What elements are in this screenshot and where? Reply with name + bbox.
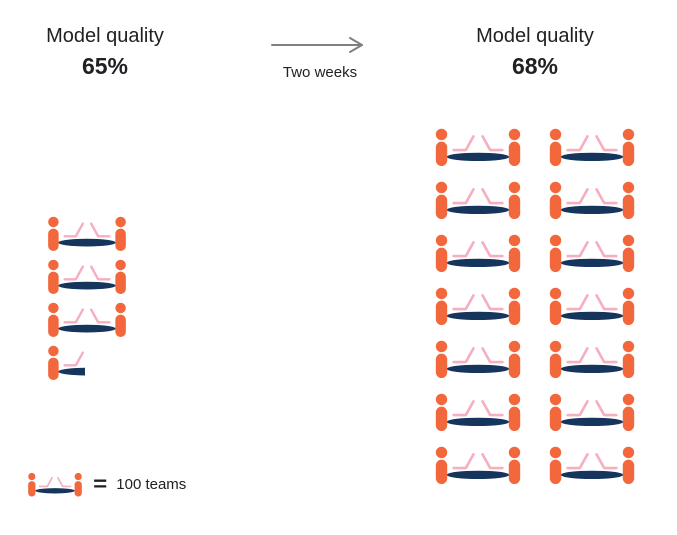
team-icon-unit [44, 302, 130, 337]
team-icon [435, 287, 521, 325]
team-icon [549, 340, 635, 378]
team-icon [549, 446, 635, 484]
after-value: 68% [511, 53, 559, 79]
team-icon-unit [432, 181, 524, 219]
team-icon-unit [546, 446, 638, 484]
team-icon [549, 393, 635, 431]
legend: = 100 teams [26, 472, 186, 497]
team-icon [435, 340, 521, 378]
team-icon-unit [432, 287, 524, 325]
team-icon-unit [432, 340, 524, 378]
transition-block: Two weeks [262, 34, 378, 81]
team-icon [435, 234, 521, 272]
team-icon [48, 216, 126, 251]
before-title: Model quality [46, 25, 164, 47]
team-icon [28, 472, 82, 497]
team-icon [549, 181, 635, 219]
team-icon [435, 128, 521, 166]
team-icon-unit [546, 181, 638, 219]
legend-label: 100 teams [116, 476, 187, 493]
equals-sign: = [93, 473, 108, 496]
transition-label: Two weeks [282, 64, 358, 81]
team-icon-unit [432, 393, 524, 431]
team-icon [435, 181, 521, 219]
team-icon-unit [546, 128, 638, 166]
before-value: 65% [81, 53, 129, 79]
team-icon-unit [432, 446, 524, 484]
team-icon-unit [44, 259, 130, 294]
after-title: Model quality [476, 25, 594, 47]
team-icon-unit [546, 393, 638, 431]
team-icon-unit [432, 234, 524, 272]
arrow-right-icon [271, 37, 363, 53]
team-icon-unit [546, 287, 638, 325]
team-icon [549, 234, 635, 272]
after-header: Model quality 68% [435, 24, 635, 80]
team-icon-unit [432, 128, 524, 166]
team-icon [435, 446, 521, 484]
team-icon [48, 259, 126, 294]
team-icon-unit [44, 216, 130, 251]
before-header: Model quality 65% [10, 24, 200, 80]
team-icon-unit [546, 340, 638, 378]
before-icons-column [44, 216, 130, 380]
after-icons-grid [432, 128, 638, 484]
team-icon [549, 287, 635, 325]
team-icon-unit-partial [44, 345, 130, 380]
team-icon [48, 302, 126, 337]
partial-clip [44, 345, 86, 380]
team-icon [48, 345, 86, 380]
team-icon [549, 128, 635, 166]
legend-team-icon [26, 472, 84, 497]
team-icon [435, 393, 521, 431]
team-icon-unit [546, 234, 638, 272]
